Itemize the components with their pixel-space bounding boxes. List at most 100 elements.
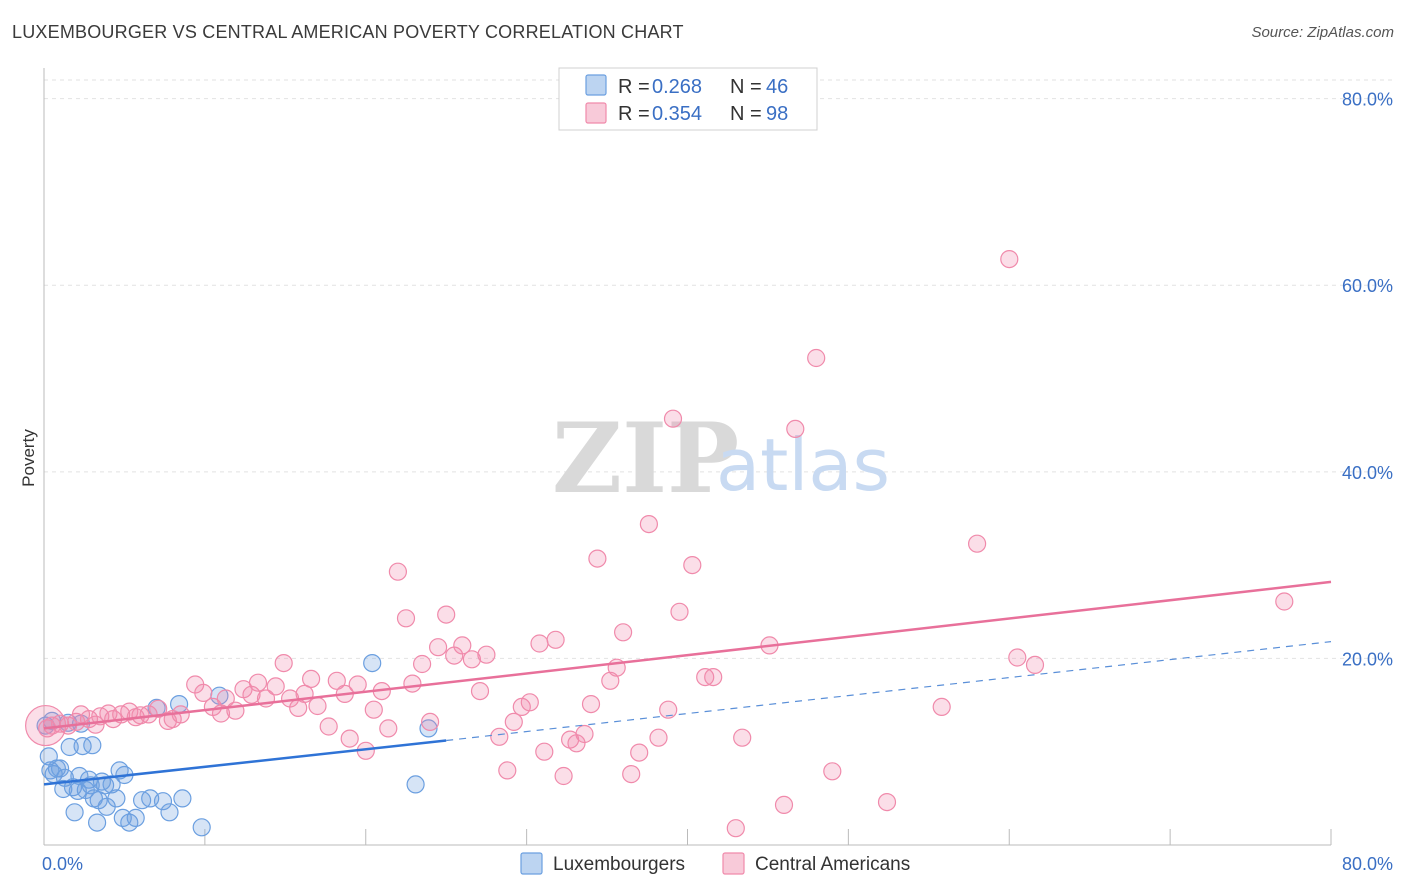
data-point — [663, 409, 683, 428]
data-point — [630, 743, 649, 762]
y-tick-label: 80.0% — [1342, 90, 1393, 110]
x-tick-label: 0.0% — [42, 854, 83, 874]
data-point — [575, 724, 594, 744]
data-point — [388, 562, 407, 581]
data-point — [967, 534, 987, 553]
data-point — [649, 728, 668, 747]
chart-title: LUXEMBOURGER VS CENTRAL AMERICAN POVERTY… — [12, 22, 684, 42]
data-point — [477, 645, 496, 664]
legend-swatch-central-americans — [585, 102, 607, 124]
data-point — [490, 727, 509, 746]
data-point — [160, 803, 179, 822]
data-point — [308, 696, 327, 716]
data-point — [622, 764, 641, 784]
data-point — [396, 609, 416, 628]
data-point — [379, 719, 398, 738]
data-point — [107, 789, 126, 808]
data-point — [413, 654, 432, 674]
data-point — [613, 623, 633, 642]
data-point — [83, 736, 102, 755]
data-point — [530, 634, 549, 653]
data-point — [704, 667, 723, 687]
data-point — [419, 719, 438, 738]
series-luxembourgers-points — [36, 653, 438, 837]
data-point — [588, 549, 607, 568]
data-point — [406, 775, 425, 794]
data-point — [601, 671, 620, 690]
trend-line-central-americans — [43, 580, 1332, 730]
bottom-legend: Luxembourgers Central Americans — [520, 852, 910, 875]
data-point — [659, 700, 678, 719]
data-point — [1008, 648, 1027, 667]
data-point — [932, 697, 951, 717]
legend-n-label: N = — [730, 103, 762, 125]
data-point — [194, 683, 213, 703]
trend-line-luxembourgers-extension — [446, 641, 1332, 742]
y-axis-title: Poverty — [19, 429, 38, 487]
data-point — [520, 693, 539, 712]
y-tick-label: 20.0% — [1342, 649, 1393, 669]
data-point — [1025, 655, 1045, 675]
x-tick-labels: 0.0% 80.0% — [42, 854, 1393, 874]
x-tick-label: 80.0% — [1342, 854, 1393, 874]
data-point — [60, 737, 79, 757]
source-label: Source: ZipAtlas.com — [1251, 24, 1394, 41]
legend-r-value: 0.354 — [652, 103, 702, 125]
data-point — [421, 712, 440, 732]
data-point — [670, 602, 689, 621]
watermark-atlas: atlas — [716, 423, 890, 507]
legend-n-label: N = — [730, 76, 762, 98]
data-point — [453, 636, 472, 655]
data-point — [1000, 250, 1019, 269]
bottom-legend-label: Central Americans — [755, 854, 910, 875]
grid-lines — [44, 79, 1392, 659]
legend-swatch-luxembourgers — [585, 74, 607, 96]
data-point — [319, 717, 338, 736]
data-point — [504, 712, 523, 732]
data-point — [639, 514, 659, 534]
data-point — [65, 803, 84, 822]
data-point — [774, 795, 794, 815]
legend-r-label: R = — [618, 103, 650, 125]
data-point — [50, 759, 70, 778]
y-tick-labels: 20.0% 40.0% 60.0% 80.0% — [1342, 90, 1393, 670]
data-point — [877, 792, 897, 812]
data-point — [327, 671, 346, 690]
data-point — [823, 762, 842, 781]
legend-n-value: 98 — [766, 103, 788, 125]
data-point — [348, 675, 367, 694]
data-point — [302, 669, 321, 689]
data-point — [340, 729, 359, 748]
data-point — [786, 419, 805, 438]
y-tick-label: 40.0% — [1342, 463, 1393, 483]
data-point — [498, 761, 517, 780]
legend: R = 0.268 N = 46 R = 0.354 N = 98 — [558, 67, 818, 131]
data-point — [149, 699, 168, 718]
watermark-zip: ZIP — [552, 402, 739, 515]
data-point — [248, 673, 268, 692]
legend-r-value: 0.268 — [652, 76, 702, 98]
data-point — [364, 700, 383, 719]
data-point — [470, 681, 490, 701]
data-point — [87, 813, 107, 832]
legend-box — [558, 67, 818, 131]
data-point — [429, 638, 448, 657]
data-point — [1275, 592, 1294, 611]
data-point — [73, 736, 92, 756]
data-point — [535, 742, 554, 761]
data-point — [733, 728, 752, 747]
trend-lines — [43, 580, 1332, 786]
data-point — [462, 650, 481, 669]
data-point — [683, 555, 702, 575]
data-point — [807, 348, 826, 368]
series-central-americans-points — [25, 250, 1294, 838]
data-point — [266, 677, 285, 696]
data-point — [274, 653, 293, 673]
data-point — [546, 630, 565, 649]
bottom-legend-swatch-central-americans — [722, 852, 745, 875]
trend-line-luxembourgers — [43, 739, 447, 786]
bottom-legend-label: Luxembourgers — [553, 854, 685, 875]
data-point — [153, 792, 173, 811]
axes — [43, 68, 1332, 846]
data-point — [126, 808, 145, 828]
